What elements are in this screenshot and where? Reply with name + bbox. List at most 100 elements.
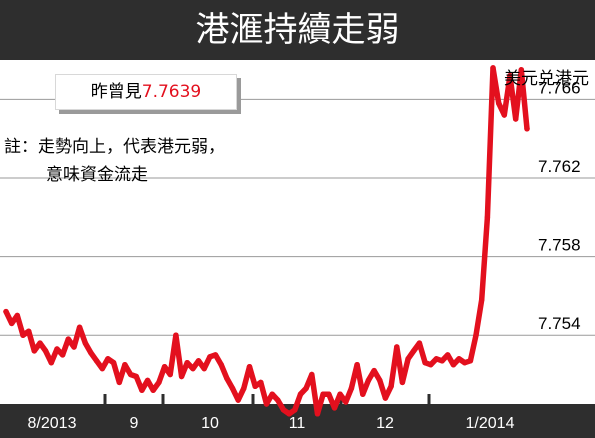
data-point <box>382 395 389 401</box>
data-point <box>178 373 185 380</box>
data-point <box>93 358 100 364</box>
series-line-usd-hkd <box>3 65 530 417</box>
data-point <box>399 379 406 386</box>
data-point <box>48 360 54 366</box>
data-point <box>411 348 417 354</box>
chart-annotation: 註：走勢向上，代表港元弱， 意味資金流走 <box>4 133 225 189</box>
data-point <box>320 391 326 397</box>
data-point <box>297 391 304 397</box>
data-point <box>195 358 202 364</box>
data-point <box>524 126 530 132</box>
data-point <box>246 364 253 370</box>
x-tick-mark <box>103 394 107 406</box>
data-point <box>280 407 287 413</box>
data-point <box>127 371 134 378</box>
data-point <box>71 344 77 350</box>
data-point <box>484 214 491 220</box>
data-point <box>456 356 462 362</box>
data-point <box>133 373 139 380</box>
data-point <box>263 401 270 407</box>
data-point <box>235 397 241 403</box>
data-point <box>122 362 128 368</box>
data-point <box>377 377 383 384</box>
data-point <box>394 344 400 350</box>
data-point <box>371 367 377 374</box>
data-point <box>490 65 496 71</box>
annotation-line-1: 註：走勢向上，代表港元弱， <box>4 137 225 157</box>
data-point <box>258 379 264 386</box>
data-point <box>343 399 349 405</box>
data-point <box>212 352 219 358</box>
data-point <box>88 350 94 356</box>
data-point <box>331 405 338 411</box>
x-tick-label: 10 <box>201 415 219 432</box>
data-point <box>105 356 111 362</box>
y-tick-label: 7.766 <box>538 78 581 97</box>
data-point <box>496 100 502 106</box>
data-point <box>467 358 474 364</box>
data-point <box>428 362 434 368</box>
data-point <box>326 391 332 397</box>
data-point <box>462 360 468 366</box>
data-point <box>479 297 485 303</box>
x-tick-label: 1/2014 <box>466 415 515 432</box>
x-tick-mark <box>161 394 165 406</box>
latest-value-number: 7.7639 <box>141 82 202 102</box>
data-point <box>229 385 236 391</box>
data-point <box>167 371 173 378</box>
data-point <box>76 324 83 330</box>
x-tick-label: 12 <box>376 415 394 432</box>
data-point <box>365 377 372 384</box>
data-point <box>14 312 20 319</box>
data-point <box>309 371 315 378</box>
data-point <box>144 377 151 384</box>
data-point <box>360 391 366 397</box>
data-point <box>337 391 343 397</box>
x-tick-mark <box>427 394 431 406</box>
data-point <box>439 358 445 364</box>
data-point <box>275 397 281 403</box>
annotation-line-2: 意味資金流走 <box>46 165 148 185</box>
data-point <box>354 362 360 368</box>
data-point <box>252 383 258 389</box>
latest-value-box: 昨曾見7.7639 <box>55 74 237 110</box>
y-tick-label: 7.754 <box>538 314 581 333</box>
data-point <box>82 340 89 346</box>
data-point <box>422 360 428 366</box>
data-point <box>269 391 275 397</box>
data-point <box>173 332 179 338</box>
data-point <box>20 332 26 338</box>
data-point <box>26 328 32 334</box>
series-points <box>3 65 530 417</box>
data-point <box>286 411 292 417</box>
x-tick-mark <box>251 394 255 406</box>
data-point <box>9 320 15 327</box>
data-point <box>31 348 37 354</box>
data-point <box>433 356 440 362</box>
data-point <box>450 362 457 368</box>
data-point <box>501 112 507 118</box>
x-tick-label: 11 <box>289 415 306 432</box>
x-tick-label: 9 <box>130 415 139 432</box>
data-point <box>218 362 224 368</box>
data-point <box>348 385 355 391</box>
data-point <box>473 332 479 338</box>
series-label: 美元兑港元 <box>504 69 589 89</box>
data-point <box>241 385 247 391</box>
data-point <box>224 375 230 382</box>
data-point <box>161 364 168 370</box>
y-tick-label: 7.762 <box>538 157 581 176</box>
data-point <box>513 116 519 122</box>
data-point <box>201 365 207 372</box>
chart-title: 港滙持續走弱 <box>0 0 595 60</box>
data-point <box>207 354 213 360</box>
data-point <box>314 411 321 417</box>
data-point <box>139 387 145 393</box>
data-point <box>388 383 394 389</box>
data-point <box>116 379 123 386</box>
x-axis-labels: 8/2013 9 10 11 12 1/2014 <box>28 415 515 432</box>
data-point <box>303 385 309 391</box>
data-point <box>190 365 196 372</box>
